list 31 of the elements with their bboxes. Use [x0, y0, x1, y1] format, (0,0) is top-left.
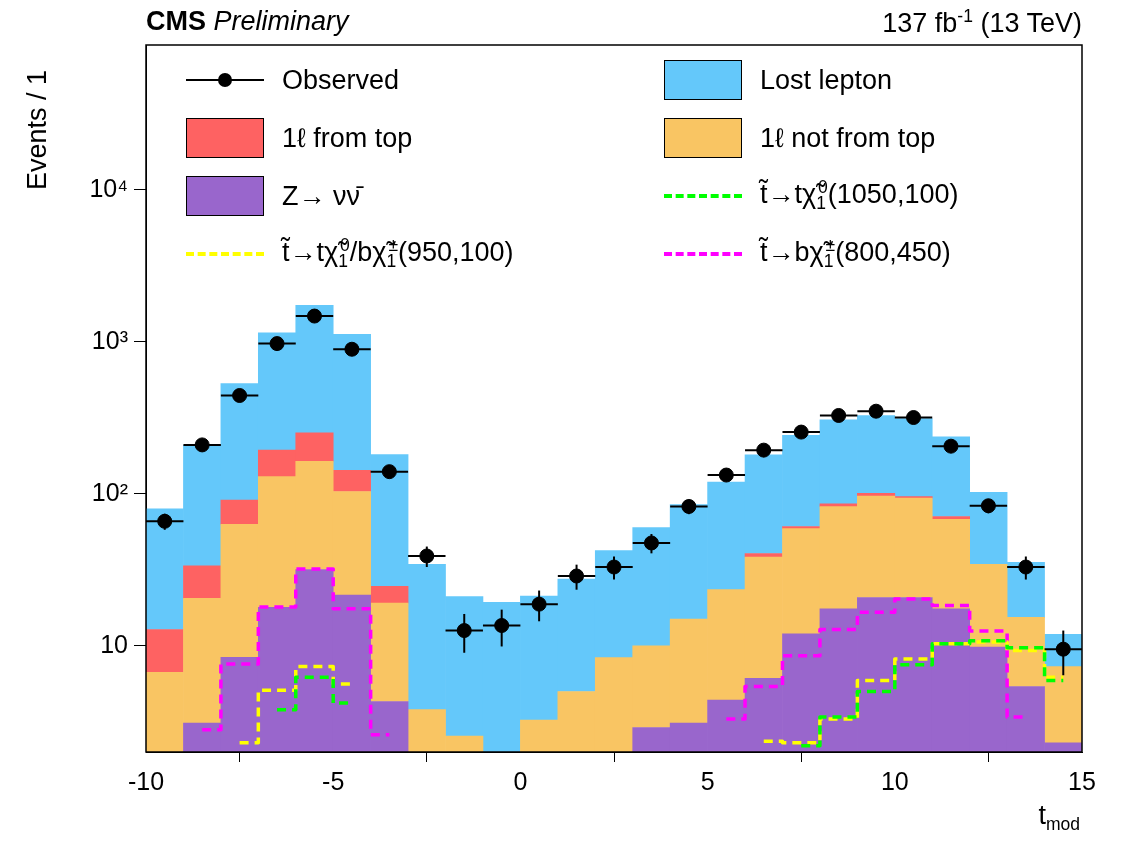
legend-label: Observed	[282, 64, 400, 96]
bar	[744, 553, 783, 558]
x-tick-label: 0	[513, 766, 528, 795]
x-tick-label: -5	[322, 766, 345, 795]
legend-label: 1ℓ not from top	[760, 122, 936, 154]
text: 137 fb$^{-1}$ (13 TeV)	[882, 6, 1082, 39]
x-tick-label: -10	[127, 766, 165, 795]
x-axis-title: t$_{mod}$	[1038, 800, 1080, 836]
x-tick-label: 5	[700, 766, 715, 795]
legend-label: t̃→tχ̃$_{1}$$^{0}$/bχ̃$_{1}$$^{±}$(950,100)	[282, 235, 514, 273]
bar	[894, 496, 933, 499]
y-axis-title: Events / 1	[22, 69, 53, 190]
y-tick-label: 10²	[91, 477, 128, 506]
bar	[220, 499, 259, 525]
bar	[370, 586, 409, 604]
bar	[183, 565, 222, 599]
chart-title: CMS	[146, 6, 206, 36]
x-tick-label: 15	[1068, 766, 1096, 795]
y-tick-label: 10	[100, 629, 128, 658]
y-tick-label: 10⁴	[89, 173, 128, 202]
legend-label: t̃→bχ̃$_{1}$$^{±}$(800,450)	[760, 235, 951, 273]
bar	[146, 629, 184, 673]
legend-label: 1ℓ from top	[282, 122, 413, 154]
bar	[857, 493, 896, 497]
bar	[332, 470, 371, 492]
legend-label: t̃→tχ̃$_{1}$$^{0}$(1050,100)	[760, 177, 959, 215]
legend-label: Lost lepton	[760, 64, 893, 96]
y-tick-label: 10³	[91, 325, 128, 354]
bar	[370, 602, 409, 702]
chart-subtitle: Preliminary	[213, 6, 349, 36]
x-tick-label: 10	[880, 766, 909, 795]
